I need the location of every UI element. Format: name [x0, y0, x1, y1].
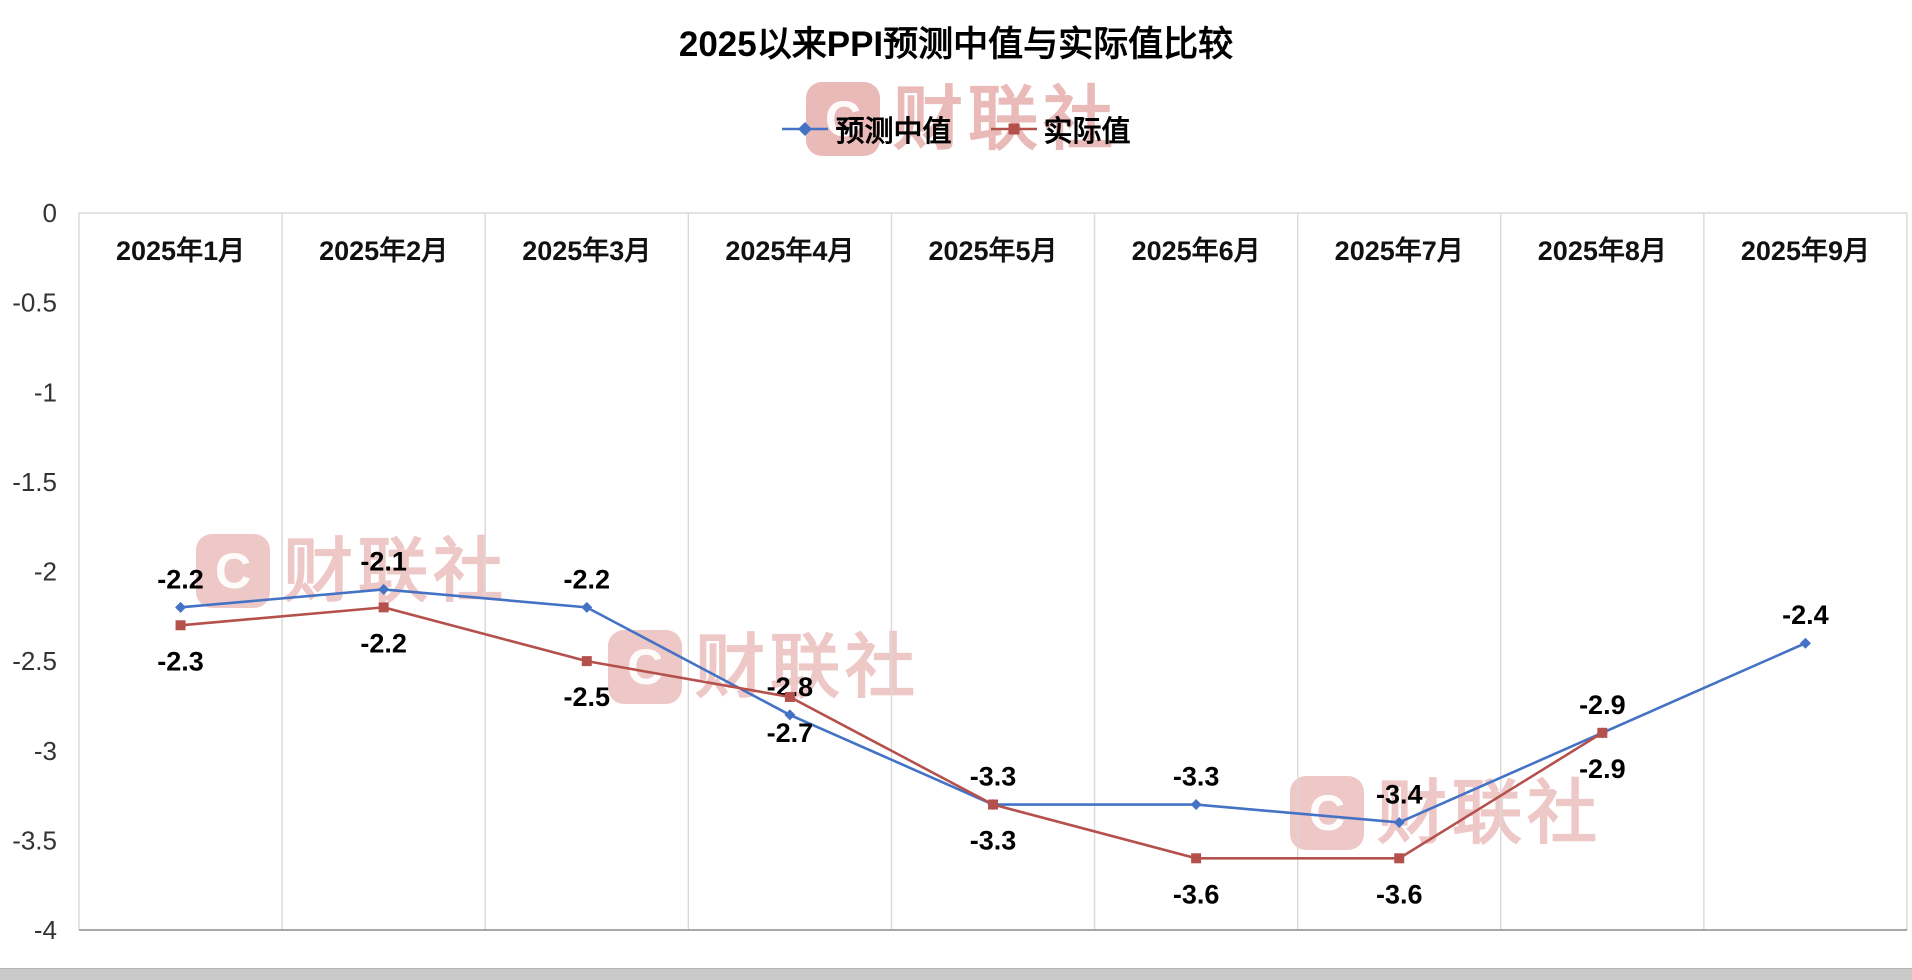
legend-item-forecast: 预测中值	[781, 108, 952, 150]
legend-item-actual: 实际值	[990, 108, 1131, 150]
marker-diamond-icon	[1393, 816, 1405, 828]
x-category-label: 2025年9月	[1741, 235, 1870, 266]
data-label: -2.2	[564, 564, 611, 594]
x-category-label: 2025年4月	[725, 235, 854, 266]
marker-diamond-icon	[378, 583, 390, 595]
y-tick-label: -3	[34, 736, 57, 766]
marker-square-icon	[988, 799, 998, 810]
data-label: -2.9	[1579, 754, 1626, 784]
y-tick-label: -2	[34, 557, 57, 587]
legend: 预测中值 实际值	[0, 108, 1912, 150]
marker-square-icon	[1597, 727, 1608, 738]
x-category-label: 2025年1月	[116, 235, 245, 266]
data-label: -2.2	[360, 628, 407, 658]
x-category-label: 2025年2月	[319, 235, 448, 266]
legend-label-actual: 实际值	[1043, 116, 1131, 148]
y-tick-label: -0.5	[12, 288, 57, 318]
marker-square-icon	[175, 620, 186, 631]
bottom-bar	[0, 968, 1912, 980]
x-category-label: 2025年6月	[1132, 235, 1261, 266]
data-label: -2.2	[157, 564, 204, 594]
data-label: -3.3	[1173, 762, 1220, 792]
x-category-label: 2025年7月	[1335, 235, 1464, 266]
marker-diamond-icon	[175, 601, 187, 613]
marker-diamond-icon	[1799, 637, 1811, 649]
data-label: -3.6	[1376, 879, 1423, 909]
data-label: -2.4	[1782, 600, 1829, 630]
data-label: -2.7	[767, 718, 814, 748]
data-label: -2.9	[1579, 690, 1626, 720]
data-label: -3.4	[1376, 779, 1423, 809]
legend-label-forecast: 预测中值	[835, 116, 952, 148]
marker-diamond-icon	[784, 709, 796, 721]
data-label: -2.3	[157, 646, 204, 676]
y-tick-label: -3.5	[12, 825, 57, 855]
x-category-label: 2025年3月	[522, 235, 651, 266]
marker-diamond-icon	[1190, 799, 1202, 811]
marker-square-icon	[1394, 853, 1405, 864]
y-tick-label: -2.5	[12, 646, 57, 676]
forecast-marker-icon	[781, 120, 829, 138]
y-tick-label: -1	[34, 377, 57, 407]
data-label: -2.1	[360, 546, 407, 576]
data-label: -3.3	[970, 762, 1017, 792]
marker-square-icon	[581, 656, 592, 667]
y-tick-label: 0	[43, 198, 57, 228]
actual-marker-icon	[990, 120, 1038, 138]
marker-square-icon	[784, 691, 795, 702]
marker-square-icon	[378, 602, 389, 613]
chart-title: 2025以来PPI预测中值与实际值比较	[678, 25, 1234, 64]
x-category-label: 2025年8月	[1538, 235, 1667, 266]
data-label: -3.6	[1173, 879, 1220, 909]
y-tick-label: -4	[34, 915, 57, 945]
data-label: -2.5	[564, 682, 611, 712]
series-line-1	[180, 606, 1604, 860]
marker-square-icon	[1191, 853, 1202, 864]
marker-diamond-icon	[581, 601, 593, 613]
y-tick-label: -1.5	[12, 467, 57, 497]
x-category-label: 2025年5月	[928, 235, 1057, 266]
data-label: -3.3	[970, 826, 1017, 856]
